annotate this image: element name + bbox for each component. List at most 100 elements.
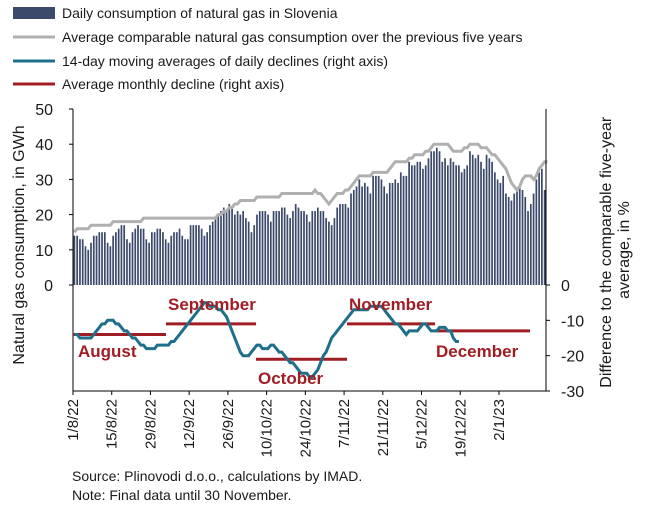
consumption-bar <box>289 218 292 285</box>
consumption-bar <box>228 204 231 285</box>
consumption-bar <box>203 235 206 285</box>
consumption-bar <box>198 225 200 285</box>
legend-label-monthly: Average monthly decline (right axis) <box>62 76 284 92</box>
y-left-tick-label: 30 <box>35 172 53 189</box>
y-right-axis-title-line-2: average, in % <box>616 201 633 299</box>
x-tick-label: 1/8/22 <box>65 399 82 441</box>
consumption-bar <box>283 207 286 285</box>
consumption-bar <box>460 172 463 285</box>
consumption-bar <box>311 211 314 285</box>
consumption-bar <box>328 221 330 285</box>
x-tick-label: 29/8/22 <box>142 399 159 449</box>
consumption-bar <box>173 232 175 285</box>
footer-note: Note: Final data until 30 November. <box>72 487 291 503</box>
daily-consumption-bars <box>73 147 546 285</box>
consumption-bar <box>361 186 363 285</box>
x-tick-label: 7/11/22 <box>336 399 353 448</box>
x-tick-label: 26/9/22 <box>220 399 237 449</box>
consumption-bar <box>319 211 322 285</box>
consumption-bar <box>541 168 543 285</box>
consumption-bar <box>427 158 430 285</box>
consumption-bar <box>192 225 195 285</box>
consumption-bar <box>242 211 244 285</box>
consumption-bar <box>358 179 361 285</box>
consumption-bar <box>247 221 250 285</box>
y-right-tick-label: -20 <box>561 349 584 366</box>
consumption-bar <box>480 161 482 285</box>
consumption-bar <box>325 218 327 285</box>
tick-labels: 0 10 20 30 40 50 0 -10 -20 -30 1/8/22 15/8/22 29/8/2… <box>35 102 584 457</box>
consumption-bar <box>369 193 372 285</box>
consumption-bar <box>142 228 145 285</box>
consumption-bar <box>87 249 90 285</box>
y-left-tick-label: 40 <box>35 137 53 154</box>
consumption-bar <box>112 235 114 285</box>
consumption-bar <box>474 158 477 285</box>
consumption-bar <box>109 246 112 285</box>
consumption-bar <box>463 168 466 285</box>
consumption-bar <box>300 211 303 285</box>
consumption-bar <box>363 182 366 285</box>
consumption-bar <box>411 165 413 285</box>
consumption-bar <box>494 172 496 285</box>
consumption-bar <box>496 179 499 285</box>
consumption-bar <box>175 232 178 285</box>
consumption-bar <box>441 161 444 285</box>
consumption-bar <box>366 186 369 285</box>
consumption-bar <box>275 211 278 285</box>
consumption-bar <box>399 172 402 285</box>
consumption-bar <box>272 211 275 285</box>
consumption-bar <box>402 175 405 285</box>
legend-label-bars: Daily consumption of natural gas in Slov… <box>62 5 338 21</box>
consumption-bar <box>380 179 383 285</box>
consumption-bar <box>139 228 142 285</box>
consumption-bar <box>186 239 189 285</box>
month-label-december: December <box>436 342 519 361</box>
consumption-bar <box>521 189 524 285</box>
consumption-bar <box>286 214 289 285</box>
consumption-bar <box>294 204 297 285</box>
x-tick-label: 21/11/22 <box>375 399 392 456</box>
legend-swatch-bars <box>13 7 55 19</box>
consumption-bar <box>159 228 162 285</box>
consumption-bar <box>413 165 416 285</box>
consumption-bar <box>491 161 493 285</box>
consumption-bar <box>435 147 438 285</box>
y-right-tick-label: -10 <box>561 313 584 330</box>
consumption-bar <box>151 232 153 285</box>
consumption-bar <box>95 235 98 285</box>
x-tick-label: 15/8/22 <box>104 399 121 449</box>
consumption-bar <box>350 193 352 285</box>
consumption-bar <box>206 232 209 285</box>
y-right-tick-label: 0 <box>561 278 570 295</box>
consumption-bar <box>405 175 408 285</box>
consumption-bar <box>137 225 139 285</box>
consumption-bar <box>469 151 471 285</box>
consumption-bar <box>162 232 164 285</box>
consumption-bar <box>336 207 339 285</box>
consumption-bar <box>145 239 148 285</box>
y-right-tick-label: -30 <box>561 384 584 401</box>
consumption-bar <box>126 239 128 285</box>
consumption-bar <box>394 179 397 285</box>
consumption-bar <box>297 207 300 285</box>
consumption-bar <box>527 211 529 285</box>
consumption-bar <box>189 225 192 285</box>
axes <box>69 108 550 395</box>
x-tick-label: 5/12/22 <box>414 399 431 449</box>
consumption-bar <box>471 154 474 285</box>
consumption-bar <box>258 211 261 285</box>
consumption-bar <box>84 246 87 285</box>
consumption-bar <box>505 193 507 285</box>
consumption-bar <box>430 151 433 285</box>
consumption-bar <box>316 207 319 285</box>
consumption-bar <box>419 161 422 285</box>
consumption-bar <box>352 189 355 285</box>
consumption-bar <box>482 168 485 285</box>
y-left-tick-label: 50 <box>35 102 53 119</box>
y-right-axis-title-line-1: Difference to the comparable five-year <box>598 116 615 388</box>
consumption-bar <box>292 211 294 285</box>
consumption-bar <box>79 239 81 285</box>
month-label-november: November <box>349 295 433 314</box>
consumption-bar <box>184 239 186 285</box>
